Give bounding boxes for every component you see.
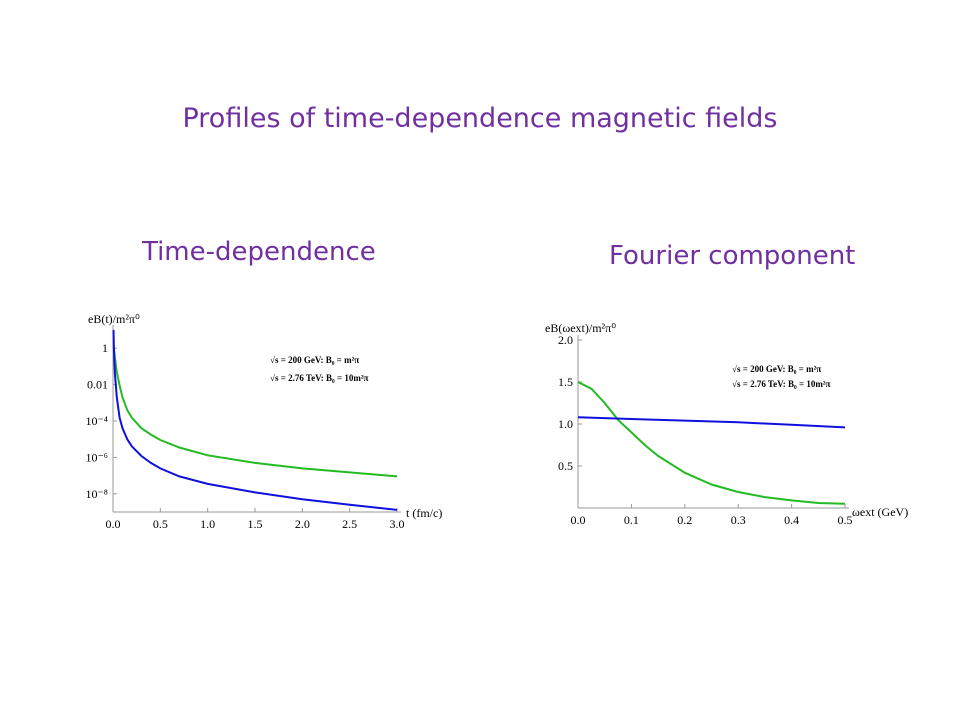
- x-tick-label: 0.0: [571, 513, 586, 527]
- series-200gev-line: [112, 348, 398, 478]
- x-tick-label: 0.3: [731, 513, 746, 527]
- y-tick-label: 2.0: [558, 333, 573, 347]
- x-axis-label: ωext (GeV): [852, 505, 908, 519]
- x-tick-label: 2.5: [342, 517, 357, 531]
- series-276tev-line: [577, 416, 846, 429]
- y-tick-label: 10⁻⁴: [85, 414, 108, 428]
- y-tick-label: 1.0: [558, 417, 573, 431]
- x-tick-label: 0.1: [624, 513, 639, 527]
- x-tick-label: 1.0: [200, 517, 215, 531]
- series-200gev-line: [577, 381, 846, 505]
- x-tick-label: 1.5: [248, 517, 263, 531]
- time-dependence-chart: 0.0 0.5 1.0 1.5 2.0 2.5 3.0 1 0.01 10⁻⁴ 10⁻⁶ 10⁻⁸ eB…: [85, 312, 442, 531]
- series-276tev-line: [112, 329, 398, 511]
- x-tick-label: 0.0: [106, 517, 121, 531]
- legend-entry: √s = 200 GeV: B₀ = m²π: [732, 364, 821, 374]
- y-tick-label: 1: [102, 341, 108, 355]
- slide-title: Profiles of time-dependence magnetic fie…: [182, 103, 778, 134]
- y-tick-label: 1.5: [558, 375, 573, 389]
- y-tick-label: 0.01: [87, 378, 108, 392]
- right-panel-heading: Fourier component: [609, 241, 856, 271]
- y-tick-label: 0.5: [558, 459, 573, 473]
- x-tick-label: 2.0: [295, 517, 310, 531]
- x-tick-label: 0.4: [784, 513, 799, 527]
- legend-entry: √s = 2.76 TeV: B₀ = 10m²π: [732, 379, 831, 389]
- y-tick-label: 10⁻⁶: [85, 450, 108, 464]
- x-tick-label: 3.0: [390, 517, 405, 531]
- y-tick-label: 10⁻⁸: [85, 487, 108, 501]
- y-axis-label: eB(t)/m²π⁰: [88, 312, 140, 326]
- y-axis-label: eB(ωext)/m²π⁰: [545, 321, 616, 335]
- x-tick-label: 0.5: [838, 513, 853, 527]
- x-axis-label: t (fm/c): [406, 506, 442, 520]
- x-tick-label: 0.2: [677, 513, 692, 527]
- x-tick-label: 0.5: [153, 517, 168, 531]
- legend-entry: √s = 200 GeV: B₀ = m²π: [270, 355, 359, 365]
- left-panel-heading: Time-dependence: [142, 237, 376, 267]
- legend-entry: √s = 2.76 TeV: B₀ = 10m²π: [270, 373, 369, 383]
- fourier-component-chart: 0.0 0.1 0.2 0.3 0.4 0.5 0.5 1.0 1.5 2.0eB(ωext)/m…: [545, 321, 908, 527]
